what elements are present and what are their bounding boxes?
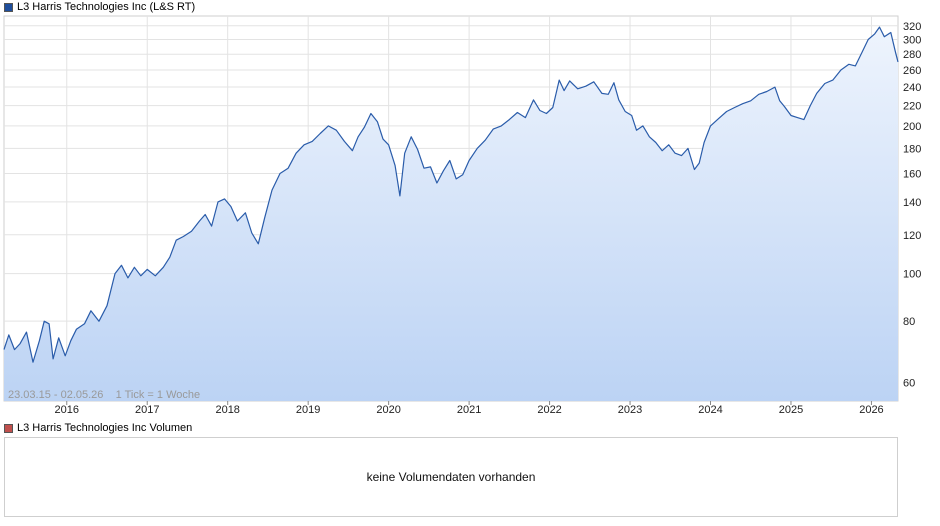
x-axis: 2016 2017 2018 2019 2020 2021 2022 2023 2024 2025…	[55, 401, 884, 416]
x-tick-label: 2026	[859, 404, 883, 416]
volume-panel: keine Volumendaten vorhanden	[4, 437, 898, 517]
x-tick-label: 2018	[215, 404, 239, 416]
x-tick-label: 2022	[537, 404, 561, 416]
y-tick-label: 60	[903, 377, 915, 389]
y-tick-label: 160	[903, 168, 921, 180]
volume-legend-label: L3 Harris Technologies Inc Volumen	[17, 422, 193, 434]
price-area-fill	[4, 27, 898, 401]
y-tick-label: 300	[903, 35, 921, 47]
y-tick-label: 100	[903, 269, 921, 281]
y-axis: 60 80 100 120 140 160 180 200 220 240 260 280 300 320	[903, 21, 921, 390]
y-tick-label: 260	[903, 65, 921, 77]
x-tick-label: 2025	[779, 404, 803, 416]
y-tick-label: 80	[903, 316, 915, 328]
y-tick-label: 280	[903, 49, 921, 61]
volume-legend: L3 Harris Technologies Inc Volumen	[4, 421, 192, 435]
x-tick-label: 2017	[135, 404, 159, 416]
price-area	[3, 26, 899, 401]
price-chart: ARIVA.DE 6080100120140160180200220240260…	[3, 15, 921, 416]
y-tick-label: 180	[903, 143, 921, 155]
x-tick-label: 2016	[55, 404, 79, 416]
date-range-label: 23.03.15 - 02.05.26 1 Tick = 1 Woche	[8, 389, 200, 401]
price-line	[3, 26, 899, 363]
x-tick-label: 2020	[376, 404, 400, 416]
y-tick-label: 140	[903, 197, 921, 209]
y-tick-label: 200	[903, 121, 921, 133]
x-tick-label: 2021	[457, 404, 481, 416]
price-legend-swatch	[4, 2, 13, 12]
x-tick-label: 2019	[296, 404, 320, 416]
y-tick-label: 220	[903, 101, 921, 113]
x-tick-label: 2023	[618, 404, 642, 416]
price-legend-label: L3 Harris Technologies Inc (L&S RT)	[17, 1, 196, 13]
price-legend: L3 Harris Technologies Inc (L&S RT)	[4, 0, 195, 14]
x-tick-label: 2024	[698, 404, 722, 416]
y-tick-label: 240	[903, 82, 921, 94]
volume-legend-swatch	[4, 423, 13, 433]
y-tick-label: 120	[903, 230, 921, 242]
volume-empty-message: keine Volumendaten vorhanden	[366, 470, 536, 484]
y-tick-label: 320	[903, 21, 921, 33]
